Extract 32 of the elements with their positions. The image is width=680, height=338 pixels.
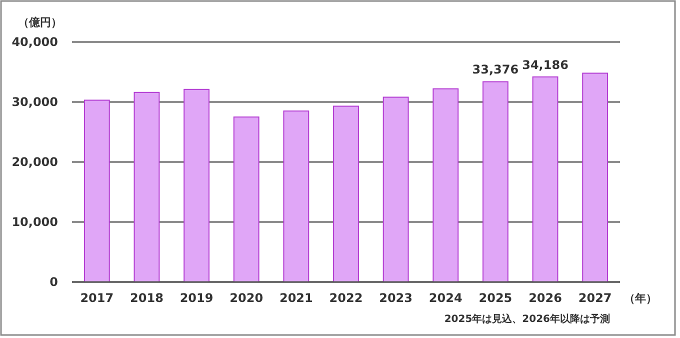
x-tick-label: 2020 (230, 291, 264, 305)
bar (134, 92, 160, 282)
bar (333, 106, 359, 282)
x-tick-label: 2019 (180, 291, 214, 305)
x-tick-label: 2018 (130, 291, 164, 305)
bar (432, 88, 459, 282)
x-tick-label: 2022 (329, 291, 363, 305)
data-label: 34,186 (522, 58, 568, 72)
bar (532, 76, 558, 282)
bar (382, 96, 409, 282)
bar (184, 88, 210, 282)
x-tick-label: 2021 (279, 291, 313, 305)
x-tick-label: 2027 (578, 291, 612, 305)
x-axis-title: （年） (624, 292, 657, 305)
bar (482, 81, 508, 282)
bar (582, 72, 608, 282)
bar (84, 100, 110, 282)
bar (283, 110, 310, 282)
y-axis-title: （億円） (18, 16, 62, 29)
x-tick-label: 2023 (379, 291, 413, 305)
y-tick-label: 30,000 (12, 95, 58, 110)
x-tick-label: 2024 (428, 291, 462, 305)
text: 2025年は見込、2026年以降は予測 (444, 313, 610, 325)
y-tick-label: 20,000 (12, 155, 58, 170)
data-label: 33,376 (472, 62, 519, 77)
x-tick-label: 2017 (80, 291, 114, 305)
x-tick-label: 2025 (478, 291, 512, 305)
x-tick-label: 2026 (528, 291, 562, 305)
y-tick-label: 10,000 (12, 215, 58, 230)
y-tick-label: 40,000 (12, 35, 58, 50)
y-tick-label: 0 (50, 275, 58, 290)
bar (233, 116, 260, 282)
